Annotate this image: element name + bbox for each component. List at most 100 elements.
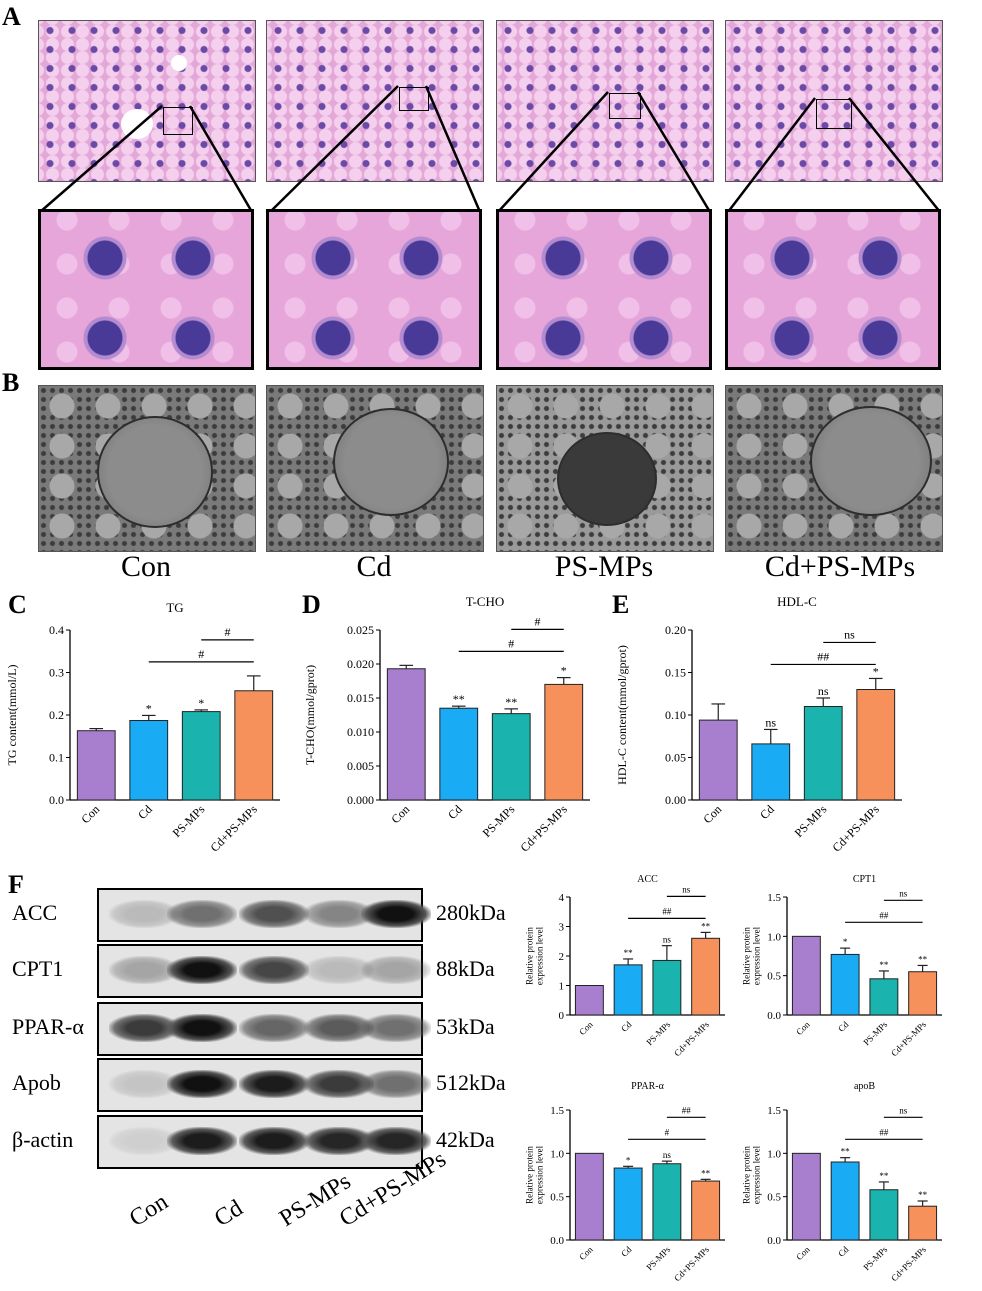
blot-band <box>361 1127 431 1155</box>
zoom-box <box>163 107 193 135</box>
bar-cd-ps-mps <box>691 937 721 1016</box>
y-tick-label: 0.015 <box>347 691 374 705</box>
bar-con <box>791 1152 821 1241</box>
significance-label: * <box>873 664 879 678</box>
blot-band <box>167 956 237 984</box>
zoom-box <box>609 93 641 119</box>
group-label-cd: Cd <box>356 550 392 583</box>
y-axis-label: Relative proteinexpression level <box>525 1145 544 1204</box>
tem-image-cd <box>266 385 484 552</box>
x-tick-label: PS-MPs <box>861 1019 889 1047</box>
y-axis-label-line: expression level <box>751 926 761 985</box>
x-tick-label: PS-MPs <box>644 1019 672 1047</box>
comparison-label: ## <box>817 649 829 663</box>
comparison-label: ## <box>879 910 889 920</box>
y-axis-label-line: Relative protein <box>525 927 535 985</box>
y-tick-label: 0.5 <box>767 1192 781 1204</box>
y-axis-label: Relative proteinexpression level <box>742 926 761 985</box>
group-label-con: Con <box>120 550 171 583</box>
blot-row <box>97 1002 431 1056</box>
y-axis-label-line: Relative protein <box>742 1146 752 1204</box>
chart-title: ACC <box>637 874 658 885</box>
cell-nucleus <box>810 406 932 516</box>
blot-band <box>167 1014 237 1042</box>
x-tick-label: Cd <box>757 802 777 822</box>
bar-con <box>76 730 116 801</box>
significance-label: ** <box>624 948 634 958</box>
chart-title: HDL-C <box>777 594 817 609</box>
blot-band <box>239 1127 309 1155</box>
blot-band <box>361 1070 431 1098</box>
comparison-label: ## <box>879 1127 889 1137</box>
blot-band <box>361 1014 431 1042</box>
he-zoom-cd <box>266 209 482 370</box>
panel-letter-d: D <box>302 590 321 619</box>
group-label-ps-mps: PS-MPs <box>554 550 654 583</box>
significance-label: ** <box>701 921 711 931</box>
panel-letter-c: C <box>8 590 27 619</box>
y-axis-label-line: expression level <box>534 926 544 985</box>
y-tick-label: 0.5 <box>550 1192 564 1204</box>
chart-title: PPAR-α <box>631 1081 664 1092</box>
bar-cd <box>830 1161 860 1241</box>
blot-lane-label: Con <box>125 1188 173 1233</box>
significance-label: ns <box>818 684 829 698</box>
chart-title: T-CHO <box>466 594 505 609</box>
panel-letter-e: E <box>612 590 630 619</box>
bar-ps-mps <box>803 706 843 801</box>
vessel-lumen <box>121 109 153 139</box>
bar-cd <box>613 1167 643 1241</box>
significance-label: ** <box>701 1168 711 1178</box>
comparison-label: ns <box>899 888 908 898</box>
blot-protein-label: PPAR-α <box>12 1014 84 1039</box>
x-tick-label: Cd+PS-MPs <box>517 802 570 855</box>
bar-con <box>574 1152 604 1241</box>
y-tick-label: 1.5 <box>550 1105 564 1117</box>
blot-band <box>239 1070 309 1098</box>
y-tick-label: 0.005 <box>347 759 374 773</box>
x-tick-label: PS-MPs <box>792 802 830 840</box>
y-axis-label: TG content(mmol/L) <box>5 665 19 766</box>
bar-cd-ps-mps <box>234 690 274 801</box>
bar-cd-ps-mps <box>691 1180 721 1241</box>
x-tick-label: PS-MPs <box>170 802 208 840</box>
bar-ps-mps <box>652 1163 682 1241</box>
y-axis-label-line: Relative protein <box>525 1146 535 1204</box>
comparison-label: ## <box>682 1105 692 1115</box>
cell-nucleus <box>557 432 657 526</box>
x-tick-label: Cd+PS-MPs <box>672 1244 711 1283</box>
significance-label: * <box>146 701 152 715</box>
x-tick-label: PS-MPs <box>480 802 518 840</box>
significance-label: ** <box>879 1171 889 1181</box>
y-tick-label: 1.5 <box>767 1105 781 1117</box>
blot-row <box>97 944 431 998</box>
y-tick-label: 1.0 <box>767 931 781 943</box>
y-tick-label: 0.20 <box>665 623 686 637</box>
y-tick-label: 1 <box>559 981 565 993</box>
blot-kda-label: 280kDa <box>436 900 506 925</box>
x-tick-label: Cd+PS-MPs <box>829 802 882 855</box>
blot-kda-label: 512kDa <box>436 1070 506 1095</box>
blot-protein-label: β-actin <box>12 1127 74 1152</box>
bar-con <box>698 719 738 801</box>
bar-cd-ps-mps <box>908 971 938 1016</box>
bar-con <box>791 935 821 1016</box>
x-tick-label: Cd+PS-MPs <box>889 1019 928 1058</box>
he-image-cd <box>266 20 484 182</box>
comparison-label: # <box>535 614 541 628</box>
y-tick-label: 1.0 <box>550 1148 564 1160</box>
significance-label: ** <box>879 960 889 970</box>
blot-kda-label: 42kDa <box>436 1127 495 1152</box>
chart-title: apoB <box>854 1081 875 1092</box>
x-tick-label: PS-MPs <box>861 1244 889 1272</box>
blot-protein-label: ACC <box>12 900 58 925</box>
y-tick-label: 0.010 <box>347 725 374 739</box>
y-tick-label: 1.5 <box>767 892 781 904</box>
y-tick-label: 0.1 <box>49 751 64 765</box>
x-tick-label: Cd <box>836 1244 851 1259</box>
bar-cd <box>613 964 643 1016</box>
blot-lane-label: Cd <box>210 1195 248 1233</box>
chart-tcho: T-CHO T-CHO(mmol/gprot) 0.000 0.005 0.010 0.0… <box>303 594 590 855</box>
y-tick-label: 2 <box>559 951 565 963</box>
bar-ps-mps <box>652 959 682 1016</box>
